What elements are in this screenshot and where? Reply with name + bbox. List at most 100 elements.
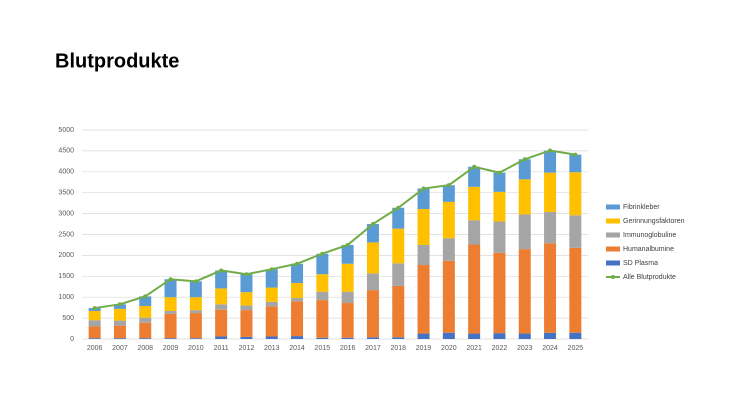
bar-segment xyxy=(139,338,152,339)
bar-segment xyxy=(569,247,582,333)
bar-segment xyxy=(569,215,582,248)
bar-segment xyxy=(240,292,253,306)
legend-label: Gerinnungsfaktoren xyxy=(623,218,685,225)
bar-segment xyxy=(493,172,506,192)
line-marker xyxy=(472,164,477,169)
bar-segment xyxy=(316,253,329,275)
line-marker xyxy=(143,294,148,299)
x-tick-label: 2007 xyxy=(112,345,128,352)
legend-swatch xyxy=(606,260,620,266)
line-marker xyxy=(421,186,426,191)
line-marker xyxy=(497,170,502,175)
bar-segment xyxy=(240,305,253,311)
bar-segment xyxy=(417,265,430,334)
y-tick-label: 5000 xyxy=(58,127,74,134)
bar-segment xyxy=(240,310,253,337)
bar-segment xyxy=(265,301,278,307)
bar-segment xyxy=(468,244,481,334)
bar-segment xyxy=(291,282,304,299)
legend-label: Immunoglobuline xyxy=(623,232,676,239)
legend-swatch xyxy=(606,204,620,210)
bar-segment xyxy=(88,320,101,327)
bar-segment xyxy=(113,308,126,321)
bar-segment xyxy=(113,304,126,309)
bar-segment xyxy=(291,301,304,337)
bar-segment xyxy=(442,332,455,339)
y-tick-label: 3000 xyxy=(58,210,74,217)
x-tick-label: 2015 xyxy=(315,345,331,352)
bar-segment xyxy=(392,207,405,229)
bar-segment xyxy=(164,310,177,314)
bar-segment xyxy=(341,303,354,338)
bar-segment xyxy=(341,291,354,304)
bar-segment xyxy=(291,263,304,283)
line-marker xyxy=(168,277,173,282)
x-tick-label: 2011 xyxy=(214,345,229,352)
bar-segment xyxy=(189,338,202,339)
total-line xyxy=(94,149,576,310)
x-tick-label: 2013 xyxy=(264,345,280,352)
bar-segment xyxy=(291,336,304,339)
x-tick-label: 2024 xyxy=(542,345,558,352)
x-tick-label: 2018 xyxy=(390,345,406,352)
bar-segment xyxy=(493,252,506,334)
bar-segment xyxy=(164,313,177,339)
bar-segment xyxy=(113,325,126,339)
legend-swatch xyxy=(606,218,620,224)
line-marker xyxy=(92,306,97,311)
bar-segment xyxy=(569,172,582,216)
x-tick-label: 2023 xyxy=(517,345,533,352)
bar-segment xyxy=(417,333,430,339)
y-tick-label: 2000 xyxy=(58,252,74,259)
bar-segment xyxy=(316,337,329,339)
bar-segment xyxy=(291,298,304,302)
x-tick-label: 2017 xyxy=(365,345,381,352)
y-tick-label: 0 xyxy=(70,336,74,343)
bar-segment xyxy=(139,296,152,306)
x-tick-label: 2020 xyxy=(441,345,457,352)
bar-segment xyxy=(468,333,481,339)
bar-segment xyxy=(265,269,278,288)
bar-segment xyxy=(189,313,202,339)
bar-segment xyxy=(392,337,405,339)
bar-segment xyxy=(417,188,430,210)
bar-segment xyxy=(518,179,531,215)
x-tick-label: 2010 xyxy=(188,345,204,352)
bar-segment xyxy=(316,291,329,301)
bar-segment xyxy=(240,336,253,339)
bar-segment xyxy=(518,214,531,250)
bar-segment xyxy=(341,337,354,339)
bar-segment xyxy=(417,244,430,266)
line-marker xyxy=(193,279,198,284)
bar-segment xyxy=(392,263,405,286)
bar-segment xyxy=(189,281,202,298)
line-marker xyxy=(320,251,325,256)
legend-label: Fibrinkleber xyxy=(623,204,660,211)
bar-segment xyxy=(189,310,202,314)
bar-segment xyxy=(265,287,278,302)
bar-segment xyxy=(569,154,582,173)
x-tick-label: 2012 xyxy=(239,345,255,352)
bar-segment xyxy=(341,263,354,292)
y-tick-label: 1500 xyxy=(58,273,74,280)
bar-segment xyxy=(392,285,405,338)
bar-segment xyxy=(215,309,228,337)
bar-segment xyxy=(366,224,379,243)
line-marker xyxy=(370,222,375,227)
bar-segment xyxy=(493,333,506,339)
line-marker xyxy=(345,242,350,247)
bar-segment xyxy=(417,209,430,245)
bar-segment xyxy=(544,172,557,212)
bar-segment xyxy=(341,244,354,264)
x-tick-label: 2014 xyxy=(289,345,305,352)
bar-segment xyxy=(240,274,253,293)
line-marker xyxy=(295,261,300,266)
x-tick-label: 2025 xyxy=(568,345,584,352)
x-tick-label: 2021 xyxy=(466,345,482,352)
legend-label: Alle Blutprodukte xyxy=(623,274,676,281)
y-tick-label: 4000 xyxy=(58,169,74,176)
bar-segment xyxy=(113,338,126,339)
chart-title: Blutprodukte xyxy=(55,50,179,72)
bar-segment xyxy=(316,300,329,338)
